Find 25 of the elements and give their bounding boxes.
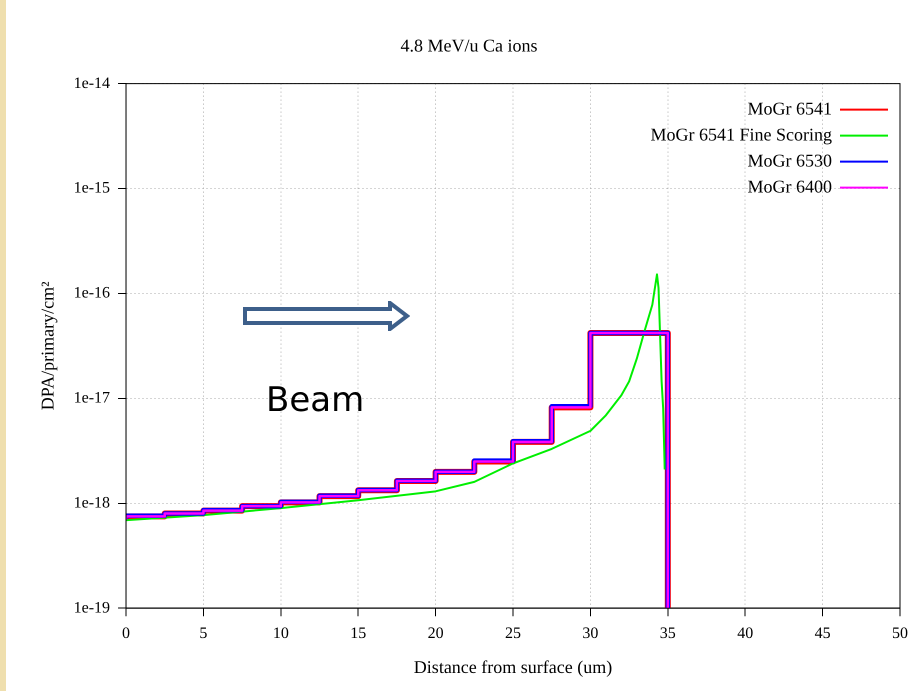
x-tick-label: 40 bbox=[737, 625, 754, 642]
legend-label: MoGr 6530 bbox=[748, 150, 832, 170]
legend-label: MoGr 6541 Fine Scoring bbox=[650, 124, 832, 144]
y-tick-label: 1e-18 bbox=[74, 494, 110, 512]
x-tick-label: 15 bbox=[350, 625, 366, 642]
x-tick-label: 5 bbox=[199, 625, 208, 642]
y-tick-label: 1e-17 bbox=[74, 390, 110, 407]
x-tick-label: 25 bbox=[505, 625, 522, 642]
x-tick-label: 45 bbox=[814, 625, 831, 642]
y-tick-label: 1e-14 bbox=[74, 74, 110, 92]
x-tick-label: 50 bbox=[892, 625, 908, 642]
y-tick-label: 1e-19 bbox=[74, 599, 110, 616]
annotation: Beam bbox=[266, 380, 364, 420]
legend-label: MoGr 6400 bbox=[748, 176, 832, 196]
y-tick-label: 1e-16 bbox=[74, 284, 110, 302]
x-axis-title: Distance from surface (um) bbox=[414, 656, 612, 677]
x-tick-label: 10 bbox=[272, 625, 289, 642]
chart-title: 4.8 MeV/u Ca ions bbox=[400, 36, 538, 56]
y-tick-label: 1e-15 bbox=[74, 180, 110, 197]
y-axis-title: DPA/primary/cm² bbox=[38, 282, 58, 410]
x-tick-label: 35 bbox=[660, 625, 676, 642]
x-tick-label: 30 bbox=[582, 625, 598, 642]
x-tick-label: 20 bbox=[428, 625, 444, 642]
legend-label: MoGr 6541 bbox=[748, 98, 832, 118]
x-tick-label: 0 bbox=[122, 625, 130, 642]
